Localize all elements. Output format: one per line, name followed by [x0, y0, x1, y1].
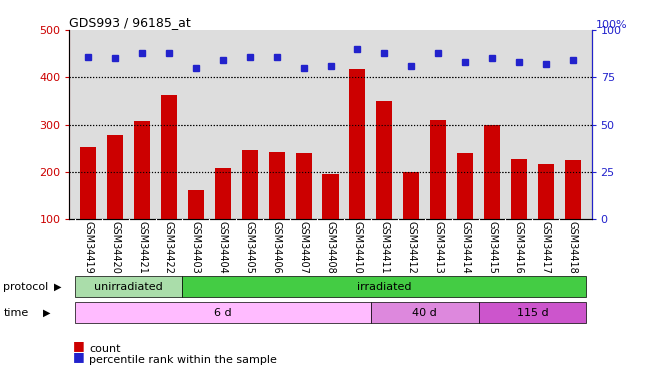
- Text: GSM34414: GSM34414: [460, 221, 470, 274]
- Bar: [479, 302, 586, 323]
- Bar: [538, 164, 554, 219]
- Bar: [295, 153, 311, 219]
- Text: GSM34416: GSM34416: [514, 221, 524, 274]
- Bar: [80, 147, 97, 219]
- Bar: [376, 101, 393, 219]
- Text: GSM34417: GSM34417: [541, 221, 551, 274]
- Text: GSM34405: GSM34405: [245, 221, 254, 274]
- Bar: [134, 121, 150, 219]
- Bar: [564, 160, 581, 219]
- Bar: [215, 168, 231, 219]
- Text: GDS993 / 96185_at: GDS993 / 96185_at: [69, 16, 191, 29]
- Bar: [161, 95, 177, 219]
- Bar: [457, 153, 473, 219]
- Bar: [75, 276, 182, 297]
- Text: GSM34404: GSM34404: [218, 221, 228, 274]
- Bar: [75, 302, 371, 323]
- Text: time: time: [3, 308, 28, 318]
- Bar: [350, 69, 366, 219]
- Bar: [511, 159, 527, 219]
- Text: GSM34406: GSM34406: [272, 221, 282, 274]
- Text: count: count: [89, 344, 121, 354]
- Bar: [268, 152, 285, 219]
- Text: irradiated: irradiated: [357, 282, 412, 291]
- Text: unirradiated: unirradiated: [95, 282, 163, 291]
- Bar: [323, 174, 338, 219]
- Text: GSM34403: GSM34403: [191, 221, 201, 274]
- Text: GSM34419: GSM34419: [83, 221, 93, 274]
- Text: ■: ■: [73, 339, 85, 352]
- Bar: [242, 150, 258, 219]
- Text: 6 d: 6 d: [214, 308, 231, 318]
- Text: 115 d: 115 d: [516, 308, 548, 318]
- Text: GSM34412: GSM34412: [407, 221, 416, 274]
- Bar: [107, 135, 123, 219]
- Bar: [484, 124, 500, 219]
- Bar: [403, 172, 419, 219]
- Text: GSM34410: GSM34410: [352, 221, 362, 274]
- Text: protocol: protocol: [3, 282, 48, 291]
- Bar: [188, 189, 204, 219]
- Text: GSM34407: GSM34407: [299, 221, 309, 274]
- Text: ▶: ▶: [54, 282, 61, 291]
- Text: percentile rank within the sample: percentile rank within the sample: [89, 355, 277, 365]
- Text: 100%: 100%: [596, 20, 627, 30]
- Text: GSM34415: GSM34415: [487, 221, 497, 274]
- Text: GSM34418: GSM34418: [568, 221, 578, 274]
- Text: ▶: ▶: [43, 308, 50, 318]
- Bar: [371, 302, 479, 323]
- Text: GSM34411: GSM34411: [379, 221, 389, 274]
- Text: GSM34413: GSM34413: [433, 221, 443, 274]
- Text: ■: ■: [73, 350, 85, 363]
- Text: 40 d: 40 d: [412, 308, 437, 318]
- Bar: [430, 120, 446, 219]
- Bar: [182, 276, 586, 297]
- Text: GSM34408: GSM34408: [325, 221, 336, 274]
- Text: GSM34420: GSM34420: [110, 221, 120, 274]
- Text: GSM34422: GSM34422: [164, 221, 174, 274]
- Text: GSM34421: GSM34421: [137, 221, 147, 274]
